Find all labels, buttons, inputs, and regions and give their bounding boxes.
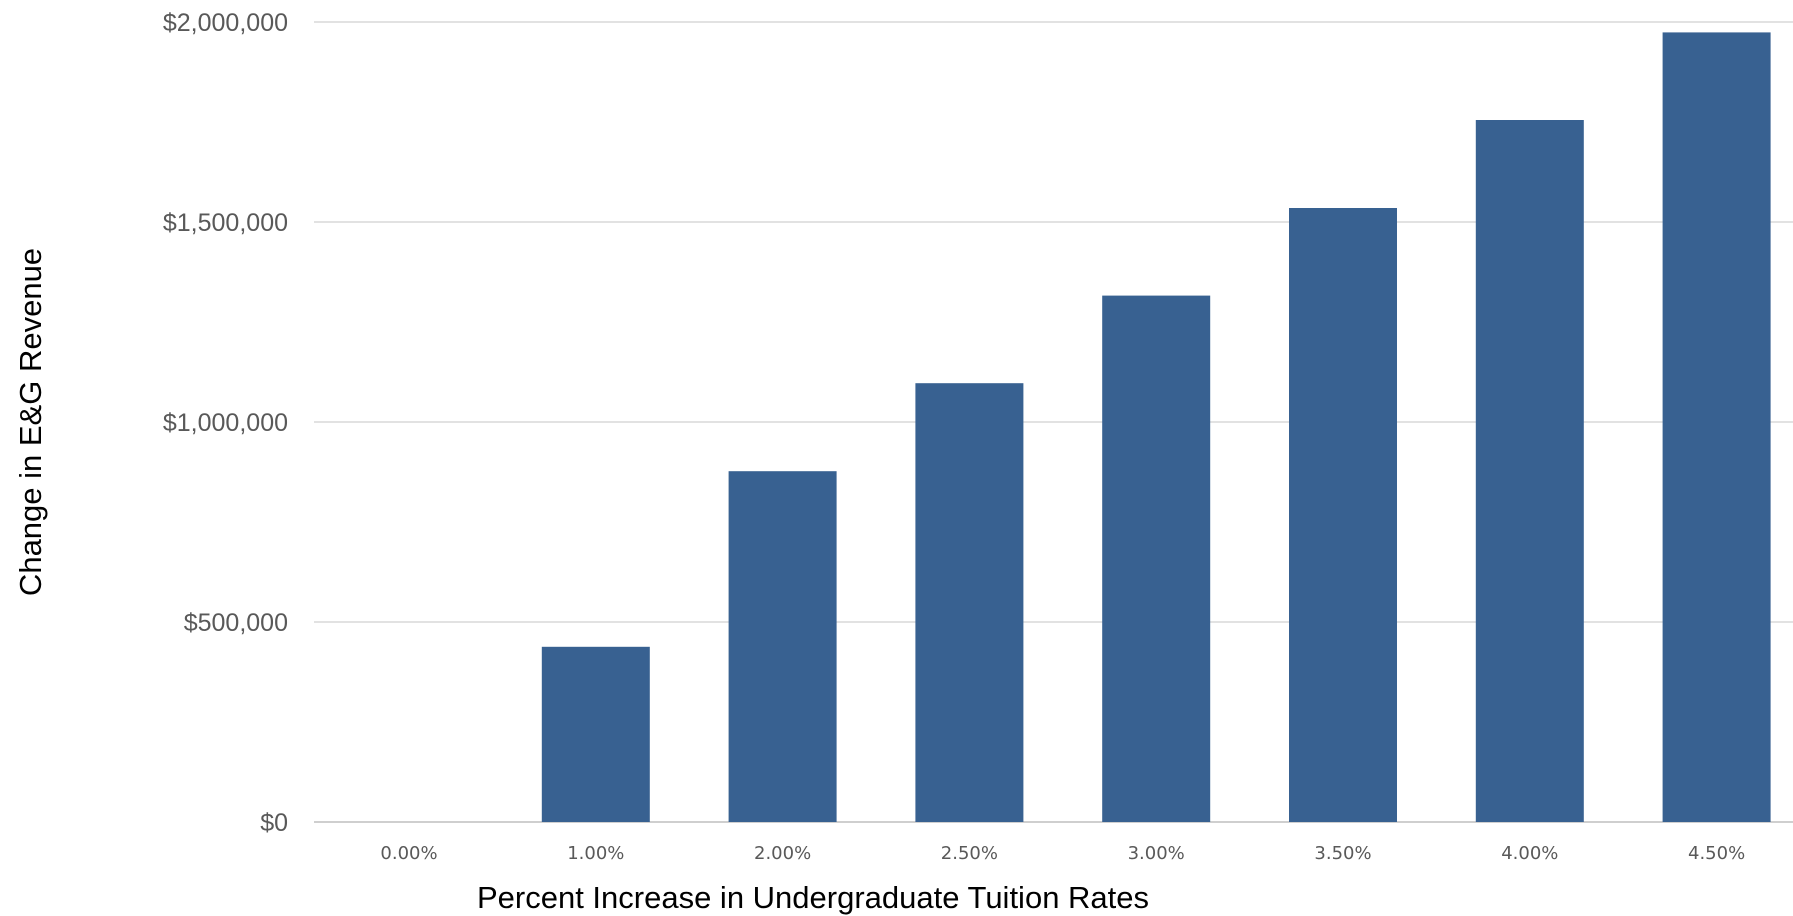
bar [915, 383, 1024, 822]
x-tick-label: 2.00% [754, 843, 811, 864]
y-tick-label: $1,000,000 [163, 409, 288, 437]
y-tick-label: $500,000 [184, 609, 288, 637]
x-tick-label: 4.00% [1501, 843, 1558, 864]
y-tick-label: $0 [260, 809, 288, 837]
y-tick-label: $1,500,000 [163, 209, 288, 237]
bar [1102, 295, 1211, 823]
y-axis-title: Change in E&G Revenue [13, 248, 48, 596]
x-axis-title: Percent Increase in Undergraduate Tuitio… [477, 880, 1149, 915]
bars [541, 32, 1771, 823]
x-axis-ticks: 0.00% 1.00% 2.00% 2.50% 3.00% 3.50% 4.00% 4.50% [380, 843, 1745, 864]
y-axis-ticks: $0 $500,000 $1,000,000 $1,500,000 $2,000,000 [163, 9, 288, 837]
bar [1662, 32, 1771, 822]
x-tick-label: 4.50% [1688, 843, 1745, 864]
bar [1289, 208, 1397, 822]
x-tick-label: 3.50% [1314, 843, 1371, 864]
bar [728, 471, 837, 822]
x-tick-label: 2.50% [941, 843, 998, 864]
x-tick-label: 0.00% [380, 843, 437, 864]
y-tick-label: $2,000,000 [163, 9, 288, 37]
bar [541, 646, 650, 822]
x-tick-label: 3.00% [1128, 843, 1185, 864]
bar [1475, 120, 1584, 822]
x-tick-label: 1.00% [567, 843, 624, 864]
